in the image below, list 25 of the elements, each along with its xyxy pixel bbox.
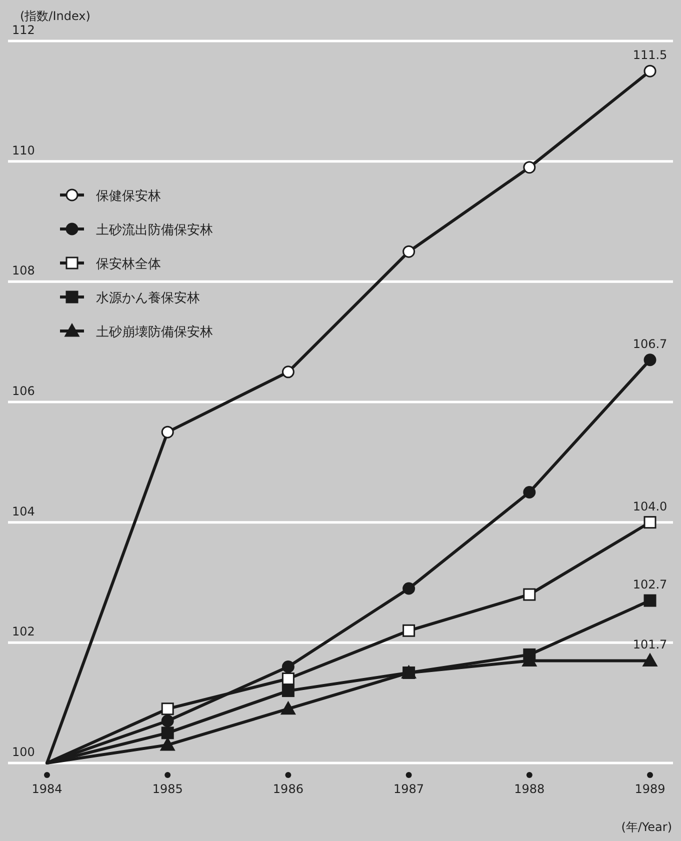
y-tick-label: 112: [12, 23, 35, 37]
data-label: 104.0: [632, 499, 668, 514]
y-tick-label: 104: [12, 504, 35, 518]
y-tick-label: 102: [12, 624, 35, 639]
legend-label: 保健保安林: [96, 188, 161, 204]
data-label: 111.5: [632, 48, 668, 62]
y-axis-title: (指数/Index): [20, 9, 90, 23]
y-tick-label: 106: [12, 384, 35, 398]
legend-label: 保安林全体: [96, 256, 161, 272]
x-tick-label: 1987: [394, 782, 424, 796]
y-tick-label: 108: [12, 264, 35, 278]
y-tick-label: 100: [12, 745, 35, 759]
x-tick-label: 1985: [152, 782, 183, 796]
legend-label: 土砂崩壊防備保安林: [96, 324, 213, 340]
x-tick-label: 1984: [32, 782, 62, 796]
x-tick-label: 1988: [514, 782, 545, 796]
y-tick-label: 110: [12, 143, 35, 158]
data-label: 101.7: [632, 638, 668, 652]
x-axis-title: (年/Year): [621, 820, 672, 834]
data-label: 102.7: [632, 578, 668, 592]
legend-label: 土砂流出防備保安林: [96, 222, 213, 238]
legend-label: 水源かん養保安林: [96, 290, 200, 306]
data-label: 106.7: [632, 336, 668, 351]
x-tick-label: 1986: [272, 782, 304, 796]
x-tick-label: 1989: [634, 782, 666, 796]
